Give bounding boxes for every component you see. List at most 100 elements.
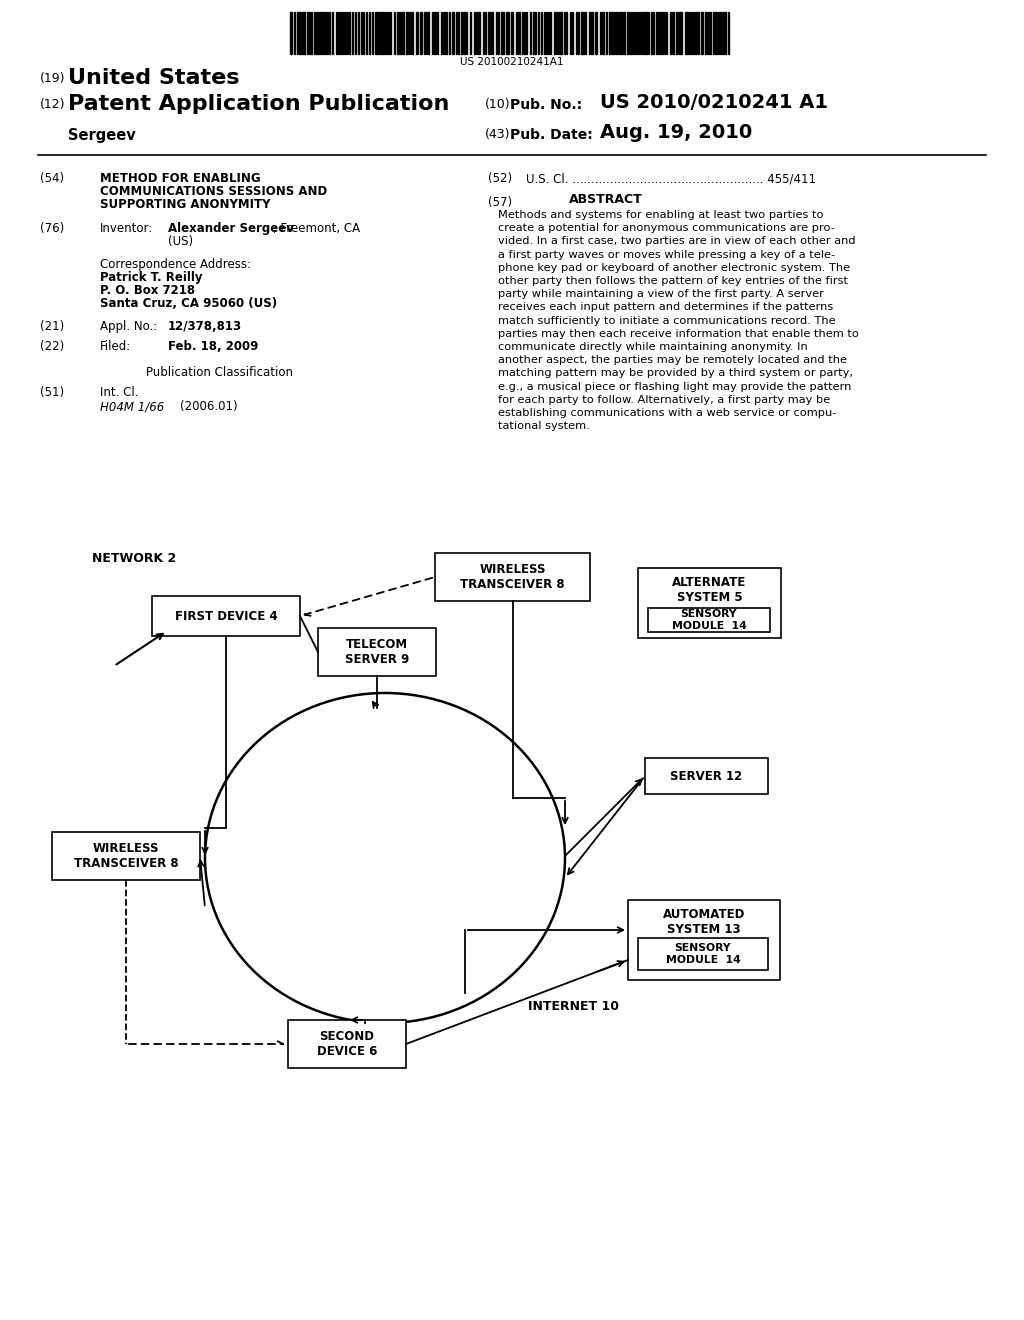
Text: (54): (54) bbox=[40, 172, 65, 185]
Text: METHOD FOR ENABLING: METHOD FOR ENABLING bbox=[100, 172, 261, 185]
Text: (2006.01): (2006.01) bbox=[180, 400, 238, 413]
Text: tational system.: tational system. bbox=[498, 421, 590, 432]
Text: communicate directly while maintaining anonymity. In: communicate directly while maintaining a… bbox=[498, 342, 808, 352]
Bar bbox=[318, 628, 436, 676]
Bar bbox=[693, 12, 695, 54]
Bar bbox=[618, 12, 622, 54]
Bar bbox=[612, 12, 614, 54]
Bar bbox=[379, 12, 381, 54]
Text: ABSTRACT: ABSTRACT bbox=[569, 193, 643, 206]
Text: Methods and systems for enabling at least two parties to: Methods and systems for enabling at leas… bbox=[498, 210, 823, 220]
Bar bbox=[680, 12, 682, 54]
Bar bbox=[659, 12, 662, 54]
Bar bbox=[715, 12, 717, 54]
Text: COMMUNICATIONS SESSIONS AND: COMMUNICATIONS SESSIONS AND bbox=[100, 185, 328, 198]
Bar bbox=[670, 12, 672, 54]
Bar bbox=[299, 12, 301, 54]
Bar bbox=[648, 609, 770, 632]
Text: 12/378,813: 12/378,813 bbox=[168, 319, 242, 333]
Text: WIRELESS
TRANSCEIVER 8: WIRELESS TRANSCEIVER 8 bbox=[460, 564, 565, 591]
Text: NETWORK 2: NETWORK 2 bbox=[92, 552, 176, 565]
Text: create a potential for anonymous communications are pro-: create a potential for anonymous communi… bbox=[498, 223, 835, 234]
Bar bbox=[375, 12, 378, 54]
Bar bbox=[445, 12, 447, 54]
Text: Patrick T. Reilly: Patrick T. Reilly bbox=[100, 271, 203, 284]
Text: SERVER 12: SERVER 12 bbox=[671, 770, 742, 783]
Text: for each party to follow. Alternatively, a first party may be: for each party to follow. Alternatively,… bbox=[498, 395, 830, 405]
Bar bbox=[685, 12, 688, 54]
Bar bbox=[316, 12, 318, 54]
Text: (52): (52) bbox=[488, 172, 512, 185]
Bar bbox=[638, 568, 781, 638]
Text: H04M 1/66: H04M 1/66 bbox=[100, 400, 164, 413]
Bar bbox=[609, 12, 611, 54]
Bar bbox=[319, 12, 321, 54]
Text: SENSORY
MODULE  14: SENSORY MODULE 14 bbox=[666, 944, 740, 965]
Text: U.S. Cl. ................................................... 455/411: U.S. Cl. ...............................… bbox=[526, 172, 816, 185]
Text: Alexander Sergeev: Alexander Sergeev bbox=[168, 222, 294, 235]
Bar bbox=[382, 12, 384, 54]
Bar bbox=[554, 12, 556, 54]
Text: ALTERNATE
SYSTEM 5: ALTERNATE SYSTEM 5 bbox=[673, 576, 746, 605]
Text: (51): (51) bbox=[40, 385, 65, 399]
Text: Publication Classification: Publication Classification bbox=[146, 366, 294, 379]
Bar bbox=[638, 939, 768, 970]
Text: Feb. 18, 2009: Feb. 18, 2009 bbox=[168, 341, 258, 352]
Text: United States: United States bbox=[68, 69, 240, 88]
Text: vided. In a first case, two parties are in view of each other and: vided. In a first case, two parties are … bbox=[498, 236, 856, 247]
Bar bbox=[434, 12, 436, 54]
Bar bbox=[628, 900, 780, 979]
Text: US 20100210241A1: US 20100210241A1 bbox=[460, 57, 564, 67]
Bar bbox=[645, 758, 768, 795]
Text: (57): (57) bbox=[488, 195, 512, 209]
Text: e.g., a musical piece or flashing light may provide the pattern: e.g., a musical piece or flashing light … bbox=[498, 381, 851, 392]
Text: AUTOMATED
SYSTEM 13: AUTOMATED SYSTEM 13 bbox=[663, 908, 745, 936]
Text: (10): (10) bbox=[485, 98, 511, 111]
Text: Patent Application Publication: Patent Application Publication bbox=[68, 94, 450, 114]
Bar bbox=[416, 12, 418, 54]
Bar bbox=[651, 12, 654, 54]
Text: (19): (19) bbox=[40, 73, 66, 84]
Bar bbox=[595, 12, 597, 54]
Bar bbox=[581, 12, 584, 54]
Text: SECOND
DEVICE 6: SECOND DEVICE 6 bbox=[316, 1030, 377, 1059]
Bar bbox=[623, 12, 625, 54]
Bar bbox=[656, 12, 658, 54]
Text: TELECOM
SERVER 9: TELECOM SERVER 9 bbox=[345, 638, 410, 667]
Text: , Freemont, CA: , Freemont, CA bbox=[273, 222, 360, 235]
Bar bbox=[516, 12, 518, 54]
Text: a first party waves or moves while pressing a key of a tele-: a first party waves or moves while press… bbox=[498, 249, 836, 260]
Bar bbox=[302, 12, 305, 54]
Text: FIRST DEVICE 4: FIRST DEVICE 4 bbox=[175, 610, 278, 623]
Text: WIRELESS
TRANSCEIVER 8: WIRELESS TRANSCEIVER 8 bbox=[74, 842, 178, 870]
Bar bbox=[52, 832, 200, 880]
Text: INTERNET 10: INTERNET 10 bbox=[528, 1001, 618, 1012]
Bar bbox=[402, 12, 404, 54]
Text: P. O. Box 7218: P. O. Box 7218 bbox=[100, 284, 196, 297]
Bar bbox=[420, 12, 422, 54]
Bar bbox=[701, 12, 703, 54]
Text: parties may then each receive information that enable them to: parties may then each receive informatio… bbox=[498, 329, 859, 339]
Bar bbox=[559, 12, 562, 54]
Bar bbox=[397, 12, 399, 54]
Bar bbox=[478, 12, 480, 54]
Text: phone key pad or keyboard of another electronic system. The: phone key pad or keyboard of another ele… bbox=[498, 263, 850, 273]
Bar bbox=[435, 553, 590, 601]
Text: Aug. 19, 2010: Aug. 19, 2010 bbox=[600, 123, 753, 143]
Text: another aspect, the parties may be remotely located and the: another aspect, the parties may be remot… bbox=[498, 355, 847, 366]
Bar bbox=[288, 1020, 406, 1068]
Bar bbox=[602, 12, 604, 54]
Bar bbox=[463, 12, 465, 54]
Text: other party then follows the pattern of key entries of the first: other party then follows the pattern of … bbox=[498, 276, 848, 286]
Bar bbox=[709, 12, 711, 54]
Text: US 2010/0210241 A1: US 2010/0210241 A1 bbox=[600, 92, 828, 112]
Text: (22): (22) bbox=[40, 341, 65, 352]
Text: Correspondence Address:: Correspondence Address: bbox=[100, 257, 251, 271]
Text: (12): (12) bbox=[40, 98, 66, 111]
Text: SENSORY
MODULE  14: SENSORY MODULE 14 bbox=[672, 610, 746, 631]
Bar bbox=[644, 12, 647, 54]
Text: Pub. No.:: Pub. No.: bbox=[510, 98, 582, 112]
Bar bbox=[452, 12, 454, 54]
Bar bbox=[322, 12, 324, 54]
Bar bbox=[406, 12, 408, 54]
